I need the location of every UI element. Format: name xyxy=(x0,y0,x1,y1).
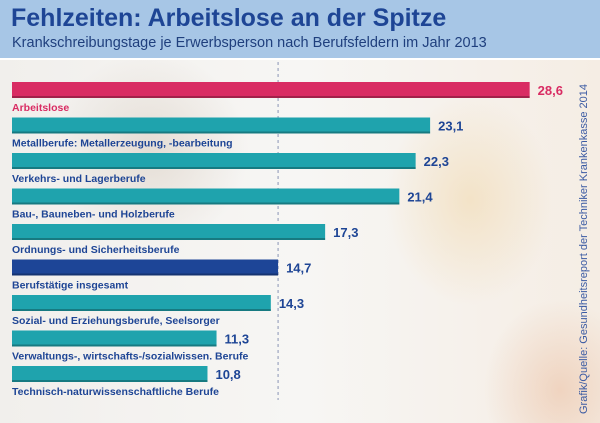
value-label: 23,1 xyxy=(438,119,463,134)
category-label: Ordnungs- und Sicherheitsberufe xyxy=(12,244,180,256)
category-label: Bau-, Bauneben- und Holzberufe xyxy=(12,209,175,221)
category-label: Metallberufe: Metallerzeugung, -bearbeit… xyxy=(12,138,233,150)
value-label: 22,3 xyxy=(424,154,449,169)
value-label: 28,6 xyxy=(538,83,563,98)
bar-shadow xyxy=(12,238,326,240)
bar-shadow xyxy=(12,344,217,347)
bar xyxy=(12,330,217,347)
value-label: 21,4 xyxy=(407,190,433,205)
chart-subtitle: Krankschreibungstage je Erwerbsperson na… xyxy=(12,35,487,51)
bar xyxy=(12,153,416,169)
bar-shadow xyxy=(12,309,271,311)
bar xyxy=(12,295,271,311)
source-note: Grafik/Quelle: Gesundheitsreport der Tec… xyxy=(578,84,590,414)
category-label: Technisch-naturwissenschaftliche Berufe xyxy=(12,386,219,398)
bar xyxy=(12,259,279,276)
category-label: Verwaltungs-, wirtschafts-/sozialwissen.… xyxy=(12,351,248,363)
bar-shadow xyxy=(12,380,208,382)
category-label: Sozial- und Erziehungsberufe, Seelsorger xyxy=(12,315,220,327)
bar xyxy=(12,82,530,98)
value-label: 17,3 xyxy=(333,225,358,240)
bar-shadow xyxy=(12,96,530,98)
bar-shadow xyxy=(12,131,431,134)
header-divider xyxy=(0,58,600,60)
category-label: Berufstätige insgesamt xyxy=(12,280,129,292)
value-label: 14,3 xyxy=(279,296,304,311)
bar-shadow xyxy=(12,167,416,169)
bar xyxy=(12,224,326,240)
header-band: Fehlzeiten: Arbeitslose an der Spitze Kr… xyxy=(0,0,600,58)
bar xyxy=(12,366,208,382)
bar xyxy=(12,188,400,205)
value-label: 11,3 xyxy=(225,332,250,347)
value-label: 10,8 xyxy=(215,367,240,382)
bar-shadow xyxy=(12,202,400,205)
category-label: Arbeitslose xyxy=(12,102,69,114)
category-label: Verkehrs- und Lagerberufe xyxy=(12,173,146,185)
chart-title: Fehlzeiten: Arbeitslose an der Spitze xyxy=(11,4,447,32)
value-label: 14,7 xyxy=(286,261,311,276)
bar xyxy=(12,117,431,134)
bar-shadow xyxy=(12,273,279,276)
